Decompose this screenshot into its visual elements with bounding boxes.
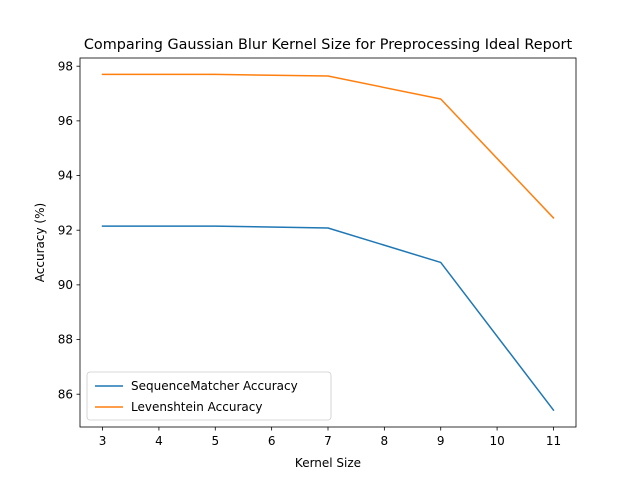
x-tick-label: 5 <box>211 434 219 448</box>
series-line-levenshtein <box>101 73 555 219</box>
axis-ticks: 3 4 5 6 7 8 9 10 11 86 88 90 92 94 96 98 <box>58 59 561 448</box>
y-tick-label: 86 <box>58 387 73 401</box>
y-tick-label: 94 <box>58 169 73 183</box>
x-tick-label: 4 <box>155 434 163 448</box>
legend-label-sequencematcher: SequenceMatcher Accuracy <box>131 379 298 393</box>
y-tick-label: 90 <box>58 278 73 292</box>
x-tick-label: 10 <box>489 434 504 448</box>
series-line-sequencematcher <box>101 225 555 412</box>
x-tick-label: 9 <box>437 434 445 448</box>
x-tick-label: 3 <box>99 434 107 448</box>
x-axis-label: Kernel Size <box>295 456 361 470</box>
y-axis-label: Accuracy (%) <box>33 203 47 282</box>
x-tick-label: 6 <box>268 434 276 448</box>
legend: SequenceMatcher Accuracy Levenshtein Acc… <box>86 371 332 421</box>
y-tick-label: 88 <box>58 333 73 347</box>
y-tick-label: 96 <box>58 114 73 128</box>
x-tick-label: 7 <box>324 434 332 448</box>
legend-box <box>86 371 332 421</box>
x-tick-label: 11 <box>546 434 561 448</box>
y-tick-label: 98 <box>58 59 73 73</box>
legend-label-levenshtein: Levenshtein Accuracy <box>131 400 262 414</box>
series-lines <box>101 73 555 412</box>
axes-frame <box>79 57 577 428</box>
x-tick-label: 8 <box>381 434 389 448</box>
y-tick-label: 92 <box>58 223 73 237</box>
chart-title: Comparing Gaussian Blur Kernel Size for … <box>84 37 573 53</box>
